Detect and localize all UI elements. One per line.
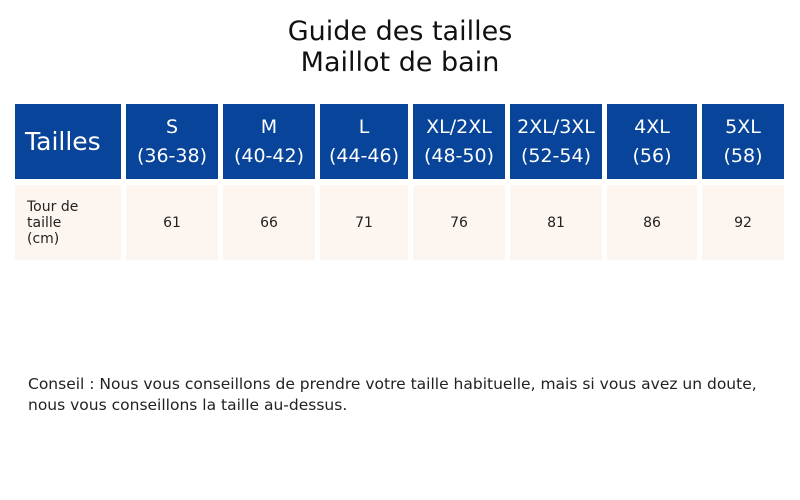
size-range: (56)	[632, 144, 672, 167]
title-line-2: Maillot de bain	[300, 47, 500, 78]
size-header-5xl: 5XL (58)	[702, 104, 784, 179]
waist-value-5xl: 92	[702, 185, 784, 260]
size-range: (58)	[723, 144, 763, 167]
waist-label-line: (cm)	[27, 230, 60, 247]
title-line-1: Guide des tailles	[287, 16, 513, 47]
size-name: S	[165, 115, 179, 138]
size-header-4xl: 4XL (56)	[607, 104, 697, 179]
size-range: (52-54)	[520, 144, 592, 167]
size-header-s: S (36-38)	[126, 104, 218, 179]
waist-value-s: 61	[126, 185, 218, 260]
size-header-l: L (44-46)	[320, 104, 408, 179]
advice-text: Conseil : Nous vous conseillons de prend…	[28, 375, 757, 414]
size-range: (44-46)	[328, 144, 400, 167]
size-name: 5XL	[725, 115, 761, 138]
size-header-2xl-3xl: 2XL/3XL (52-54)	[510, 104, 602, 179]
size-header-m: M (40-42)	[223, 104, 315, 179]
waist-value-l: 71	[320, 185, 408, 260]
tailles-header: Tailles	[15, 104, 121, 179]
size-header-row: Tailles S (36-38) M (40-42) L (44-46) XL…	[15, 104, 784, 179]
waist-row: Tour de taille (cm) 61 66 71 76 81 86 92	[15, 185, 784, 260]
waist-value-4xl: 86	[607, 185, 697, 260]
size-range: (36-38)	[136, 144, 208, 167]
waist-value-xl-2xl: 76	[413, 185, 505, 260]
size-name: L	[358, 115, 370, 138]
waist-label-line: Tour de	[27, 198, 79, 215]
waist-value-2xl-3xl: 81	[510, 185, 602, 260]
size-name: 4XL	[634, 115, 670, 138]
size-name: XL/2XL	[426, 115, 492, 138]
size-name: 2XL/3XL	[517, 115, 595, 138]
waist-value-m: 66	[223, 185, 315, 260]
page-title: Guide des tailles Maillot de bain	[0, 16, 800, 78]
size-header-xl-2xl: XL/2XL (48-50)	[413, 104, 505, 179]
size-table: Tailles S (36-38) M (40-42) L (44-46) XL…	[10, 98, 789, 266]
size-range: (48-50)	[423, 144, 495, 167]
size-range: (40-42)	[233, 144, 305, 167]
size-name: M	[260, 115, 278, 138]
waist-label: Tour de taille (cm)	[15, 185, 121, 260]
waist-label-line: taille	[27, 214, 62, 231]
